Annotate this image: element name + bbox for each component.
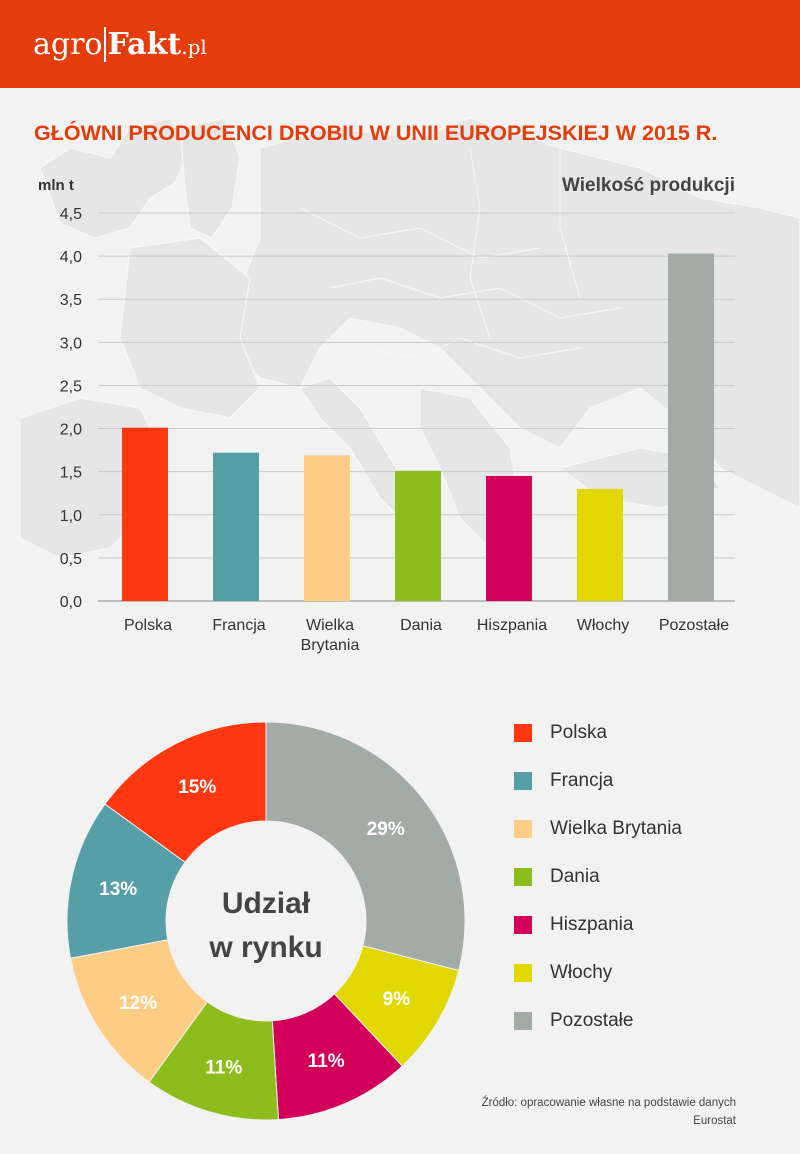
chart-title: GŁÓWNI PRODUCENCI DROBIU W UNII EUROPEJS… <box>34 121 718 145</box>
bar <box>486 475 532 601</box>
legend-item: Polska <box>514 721 607 745</box>
legend-item: Włochy <box>514 961 612 985</box>
logo-domain: .pl <box>181 35 207 59</box>
donut-hole <box>167 822 365 1020</box>
y-tick-label: 3,5 <box>60 292 82 309</box>
bar <box>304 455 350 601</box>
legend-label: Francja <box>550 770 614 791</box>
x-tick-label: Francja <box>212 617 265 634</box>
bar <box>122 427 168 601</box>
pie-slice <box>104 721 267 863</box>
pie-slice-label: 11% <box>308 1051 345 1072</box>
logo-fakt: Fakt <box>103 27 182 62</box>
legend-item: Pozostałe <box>514 1009 633 1033</box>
pie-slice-label: 9% <box>383 989 411 1010</box>
legend-swatch <box>514 1012 532 1030</box>
y-tick-label: 2,0 <box>60 422 82 439</box>
bar <box>577 488 623 601</box>
legend-swatch <box>514 820 532 838</box>
x-tick-label: Polska <box>124 617 172 634</box>
source-note: Źródło: opracowanie własne na podstawie … <box>481 1097 736 1127</box>
pie-slice-label: 15% <box>178 777 216 798</box>
x-tick-label: Hiszpania <box>477 617 547 634</box>
legend-swatch <box>514 916 532 934</box>
legend-swatch <box>514 772 532 790</box>
pie-slice-label: 29% <box>367 819 405 840</box>
y-tick-label: 3,0 <box>60 335 82 352</box>
donut-center-title: w rynku <box>208 931 322 964</box>
legend-label: Włochy <box>550 962 613 983</box>
bar-chart: 0,0 0,5 1,0 1,5 2,0 2,5 3,0 3,5 4,0 4,5 Polska Fran… <box>60 206 735 654</box>
pie-slice-label: 11% <box>205 1057 242 1078</box>
legend-item: Dania <box>514 865 600 889</box>
legend-label: Wielka Brytania <box>550 818 682 839</box>
legend-label: Pozostałe <box>550 1010 634 1031</box>
legend-item: Wielka Brytania <box>514 817 682 841</box>
legend-swatch <box>514 964 532 982</box>
bar <box>213 452 259 601</box>
bar <box>668 253 714 601</box>
x-tick-label: Pozostałe <box>659 617 729 634</box>
donut-center-title: Udział <box>222 887 311 920</box>
x-tick-label: Dania <box>400 617 442 634</box>
y-tick-label: 0,0 <box>60 594 82 611</box>
y-tick-label: 1,0 <box>60 508 82 525</box>
legend-swatch <box>514 724 532 742</box>
legend-label: Dania <box>550 866 600 887</box>
bar-chart-title: Wielkość produkcji <box>562 175 735 196</box>
y-tick-label: 0,5 <box>60 551 82 568</box>
logo-agro: agro <box>33 27 103 62</box>
y-tick-label: 1,5 <box>60 465 82 482</box>
header-bar: agro Fakt.pl <box>0 0 800 88</box>
pie-slice-label: 13% <box>99 879 137 900</box>
legend-label: Polska <box>550 722 608 743</box>
pie-slice <box>265 721 466 972</box>
x-tick-label: Brytania <box>301 637 360 654</box>
y-tick-label: 4,5 <box>60 206 82 223</box>
y-tick-label: 2,5 <box>60 378 82 395</box>
pie-slice-label: 12% <box>119 993 157 1014</box>
y-axis-unit-label: mln t <box>38 177 74 194</box>
x-tick-label: Włochy <box>577 617 629 634</box>
legend-item: Hiszpania <box>514 913 633 937</box>
legend-item: Francja <box>514 769 613 793</box>
x-tick-label: Wielka <box>306 617 354 634</box>
y-tick-label: 4,0 <box>60 249 82 266</box>
bar <box>395 470 441 601</box>
logo: agro Fakt.pl <box>33 25 207 67</box>
legend-swatch <box>514 868 532 886</box>
legend-label: Hiszpania <box>550 914 634 935</box>
